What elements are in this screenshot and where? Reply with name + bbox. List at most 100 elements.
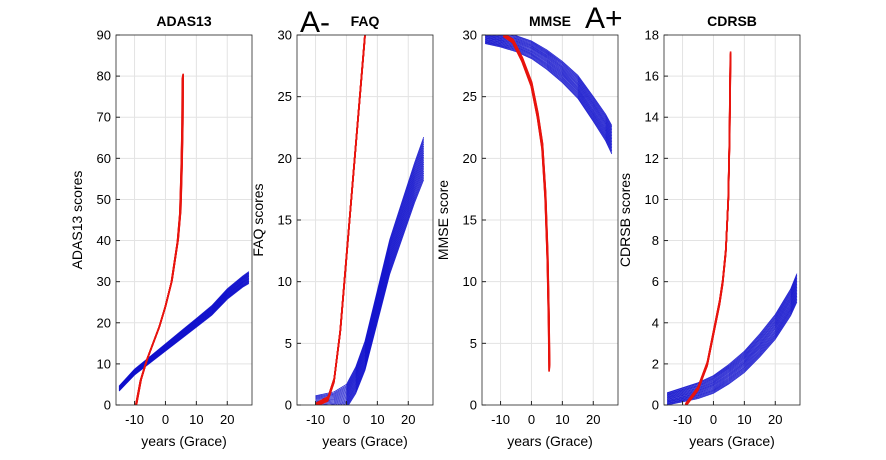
legend-a-positive: A+ xyxy=(585,2,623,35)
panel-faq: -10 0 10 20 0 5 10 15 20 25 30 FAQ years (Grace) FAQ … xyxy=(250,13,434,449)
faq-title: FAQ xyxy=(351,13,380,29)
mmse-curve-a-neg xyxy=(485,37,613,141)
faq-ytick-label: 25 xyxy=(278,89,292,104)
faq-ytick-label: 15 xyxy=(278,213,292,228)
mmse-curves xyxy=(485,35,613,372)
faq-xtick-label: 20 xyxy=(401,412,415,427)
mmse-xtick-label: -10 xyxy=(491,412,510,427)
cdrsb-curve-a-neg xyxy=(666,276,798,395)
cdrsb-ytick-label: 12 xyxy=(645,151,659,166)
cdrsb-curve-a-neg xyxy=(666,274,798,394)
adas13-axes-box xyxy=(115,34,253,406)
adas13-ytick-label: 30 xyxy=(97,274,111,289)
mmse-xtick-label: 10 xyxy=(555,412,569,427)
cdrsb-ytick-label: 2 xyxy=(652,356,659,371)
cdrsb-curve-a-neg xyxy=(666,285,798,399)
cdrsb-curve-a-neg xyxy=(666,277,798,395)
legend-a-negative: A- xyxy=(300,6,330,39)
mmse-curve-a-neg xyxy=(485,38,613,143)
cdrsb-curve-a-neg xyxy=(666,279,798,396)
cdrsb-ytick-label: 14 xyxy=(645,110,659,125)
mmse-xtick-label: 0 xyxy=(528,412,535,427)
faq-xlabel: years (Grace) xyxy=(322,433,408,449)
mmse-ytick-label: 10 xyxy=(463,274,477,289)
cdrsb-ytick-label: 18 xyxy=(645,28,659,43)
cdrsb-curve-a-neg xyxy=(666,282,798,397)
adas13-ytick-label: 10 xyxy=(97,356,111,371)
adas13-xtick-label: 0 xyxy=(162,412,169,427)
mmse-curve-a-pos xyxy=(504,35,551,365)
cdrsb-xtick-label: 20 xyxy=(768,412,782,427)
cdrsb-title: CDRSB xyxy=(707,13,757,29)
adas13-xtick-label: 20 xyxy=(220,412,234,427)
cdrsb-ytick-label: 0 xyxy=(652,398,659,413)
cdrsb-curve-a-neg xyxy=(666,273,798,394)
mmse-curve-a-neg xyxy=(485,41,613,152)
cdrsb-xtick-label: -10 xyxy=(673,412,692,427)
faq-curve-a-neg xyxy=(315,136,425,397)
faq-curves xyxy=(315,35,425,405)
cdrsb-plot-area xyxy=(664,35,800,405)
mmse-curve-a-neg xyxy=(485,43,613,155)
cdrsb-curve-a-pos xyxy=(685,51,732,405)
cdrsb-ytick-label: 6 xyxy=(652,274,659,289)
adas13-xtick-label: 10 xyxy=(189,412,203,427)
faq-curve-a-neg xyxy=(348,179,425,405)
faq-ytick-label: 20 xyxy=(278,151,292,166)
faq-xtick-label: 10 xyxy=(370,412,384,427)
mmse-curve-a-neg xyxy=(485,38,613,144)
adas13-title: ADAS13 xyxy=(156,13,211,29)
cdrsb-curve-a-neg xyxy=(666,286,798,399)
adas13-ytick-label: 90 xyxy=(97,28,111,43)
faq-ytick-label: 10 xyxy=(278,274,292,289)
faq-curve-a-pos xyxy=(315,35,366,405)
faq-xtick-label: 0 xyxy=(343,412,350,427)
mmse-ytick-label: 0 xyxy=(470,398,477,413)
cdrsb-axes-box xyxy=(663,34,801,406)
mmse-ytick-label: 30 xyxy=(463,28,477,43)
mmse-ylabel: MMSE score xyxy=(435,180,451,260)
cdrsb-curve-a-neg xyxy=(667,291,798,401)
cdrsb-xlabel: years (Grace) xyxy=(689,433,775,449)
cdrsb-curve-a-neg xyxy=(667,292,798,402)
adas13-ytick-label: 60 xyxy=(97,151,111,166)
cdrsb-ytick-label: 10 xyxy=(645,192,659,207)
faq-ytick-label: 5 xyxy=(285,336,292,351)
mmse-ytick-label: 5 xyxy=(470,336,477,351)
cdrsb-curve-a-neg xyxy=(666,280,798,397)
faq-ytick-label: 0 xyxy=(285,398,292,413)
adas13-xlabel: years (Grace) xyxy=(141,433,227,449)
adas13-ytick-label: 50 xyxy=(97,192,111,207)
cdrsb-curve-a-neg xyxy=(666,289,798,401)
mmse-ytick-label: 15 xyxy=(463,213,477,228)
adas13-ytick-label: 70 xyxy=(97,110,111,125)
panel-cdrsb: -10 0 10 20 0 2 4 6 8 10 12 14 16 18 CDRSB years (Grace… xyxy=(617,13,801,449)
adas13-xtick-label: -10 xyxy=(125,412,144,427)
adas13-ytick-label: 0 xyxy=(104,398,111,413)
mmse-curve-a-neg xyxy=(485,41,613,150)
panel-adas13: -10 0 10 20 0 10 20 30 40 50 60 70 80 90 ADAS13 years (… xyxy=(69,13,253,449)
cdrsb-curve-a-neg xyxy=(666,283,798,398)
mmse-curve-a-neg xyxy=(485,36,613,140)
mmse-curve-a-neg xyxy=(485,40,613,147)
adas13-ylabel: ADAS13 scores xyxy=(69,171,85,270)
faq-ytick-label: 30 xyxy=(278,28,292,43)
adas13-ytick-label: 40 xyxy=(97,233,111,248)
mmse-xlabel: years (Grace) xyxy=(507,433,593,449)
cdrsb-ytick-label: 4 xyxy=(652,315,659,330)
adas13-curves xyxy=(118,73,250,405)
mmse-curve-a-neg xyxy=(485,39,613,146)
cdrsb-xtick-label: 10 xyxy=(737,412,751,427)
cdrsb-xtick-label: 0 xyxy=(710,412,717,427)
adas13-plot-area xyxy=(116,35,252,405)
mmse-xtick-label: 20 xyxy=(586,412,600,427)
cdrsb-ylabel: CDRSB scores xyxy=(617,173,633,267)
mmse-curve-a-neg xyxy=(485,40,613,149)
cdrsb-curve-a-neg xyxy=(666,288,798,400)
mmse-title: MMSE xyxy=(529,13,571,29)
adas13-ytick-label: 80 xyxy=(97,69,111,84)
adas13-curve-a-pos xyxy=(135,73,184,405)
cdrsb-ytick-label: 8 xyxy=(652,233,659,248)
faq-xtick-label: -10 xyxy=(306,412,325,427)
panel-mmse: -10 0 10 20 0 5 10 15 20 25 30 MMSE years (Grace) MMS… xyxy=(435,13,619,449)
